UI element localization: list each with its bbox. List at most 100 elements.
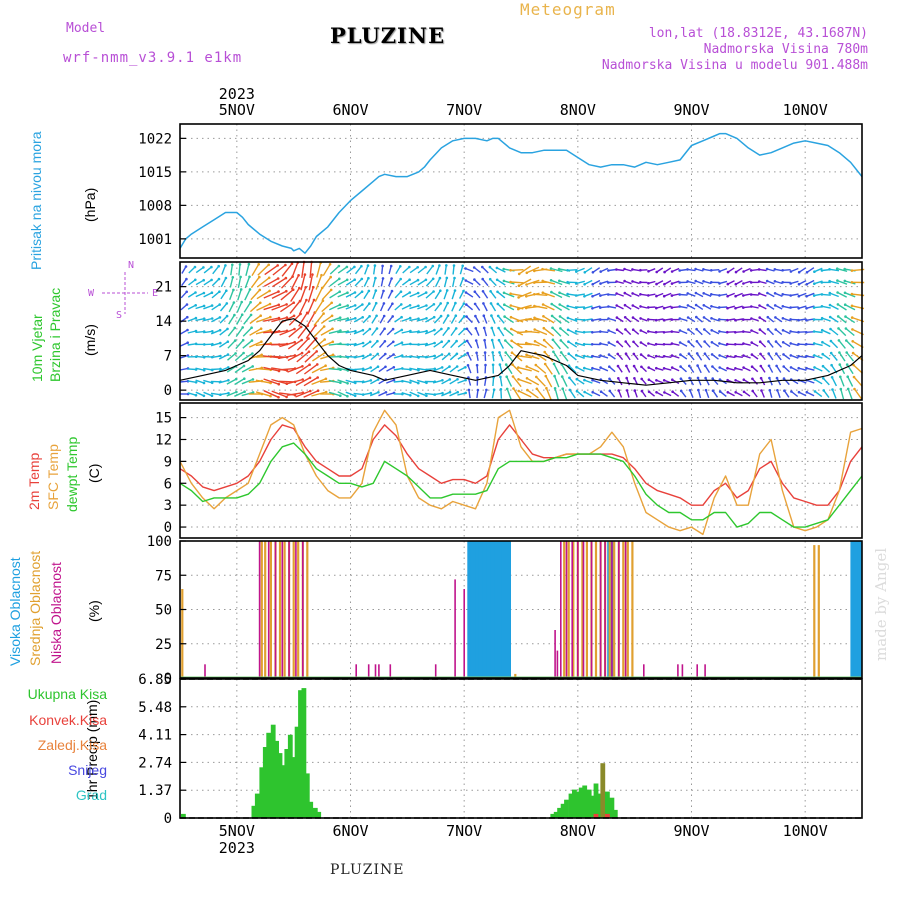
wind-arrow [187,368,197,371]
wind-arrowhead [541,267,544,271]
legend-hail: Grad [75,787,107,803]
precip-bar [593,813,599,818]
cloud-bar [554,630,556,678]
wind-arrowhead [566,316,570,320]
wind-arrow [688,353,695,361]
precip-bar [291,757,297,818]
wind-arrow [457,392,466,396]
wind-arrow [417,304,427,310]
cloud-bar [278,541,282,678]
wind-arrow [845,340,855,349]
wind-arrow [457,353,466,360]
precip-bar [284,749,290,818]
wind-arrow [337,317,348,322]
wind-arrow [712,390,719,398]
wind-arrow [562,388,568,400]
precip-bar [259,767,265,818]
wind-arrowhead [805,354,808,358]
wind-arrowhead [697,388,700,392]
cloud-bar [374,664,377,678]
wind-arrowhead [670,366,674,369]
wind-arrow [210,342,221,347]
wind-arrowhead [552,362,556,366]
wind-arrow [536,388,546,400]
wind-arrow [474,315,480,324]
wind-arrow [679,305,688,309]
wind-arrow [337,367,348,372]
wind-arrowhead [503,315,506,318]
wind-arrowhead [781,329,785,332]
wind-arrowhead [550,302,553,306]
wind-arrowhead [488,265,492,269]
wind-arrowhead [499,388,503,391]
wind-arrowhead [186,341,189,345]
wind-arrowhead [782,365,785,368]
wind-arrow [203,266,212,274]
wind-arrowhead [499,375,502,379]
wind-arrowhead [703,364,707,368]
wind-arrowhead [433,354,437,358]
wind-arrowhead [331,327,334,331]
wind-arrowhead [400,315,403,319]
date-label-bottom: 6NOV [332,822,368,840]
wind-arrowhead [438,264,441,267]
wind-arrowhead [836,279,839,282]
wind-arrow [457,379,466,384]
precip-bar [578,787,584,818]
wind-arrowhead [517,296,520,299]
wind-arrowhead [234,352,237,355]
wind-arrow [512,376,522,388]
wind-arrowhead [542,338,546,342]
wind-arrowhead [517,389,520,393]
wind-arrow [776,377,782,386]
wind-arrow [711,365,719,373]
wind-arrowhead [510,327,513,331]
wind-arrow [242,327,253,337]
wind-arrowhead [533,328,536,331]
cloud-bar [594,541,598,678]
wind-arrow [500,389,503,399]
wind-arrowhead [321,299,325,303]
wind-arrow [249,341,262,348]
wind-arrow [552,339,561,350]
wind-arrow [345,391,356,397]
wind-arrowhead [774,316,777,319]
wind-arrowhead [789,270,793,273]
wind-arrowhead [704,376,707,380]
wind-arrow [304,337,317,351]
wind-arrowhead [773,304,777,307]
wind-arrowhead [781,293,784,296]
wind-arrowhead [781,305,785,308]
wind-arrow [433,341,443,348]
wind-arrowhead [211,330,214,333]
wind-arrowhead [574,282,578,285]
wind-arrowhead [248,288,252,291]
wind-arrowhead [218,303,221,306]
precip-bar [593,783,599,818]
wind-arrowhead [850,316,854,319]
wind-arrowhead [250,326,253,330]
cloud-bar [585,541,588,678]
wind-arrowhead [654,342,658,346]
wind-arrowhead [750,341,753,344]
wind-arrowhead [718,342,721,345]
wind-arrow [379,328,386,336]
wind-arrowhead [813,366,816,369]
wind-arrow [387,315,394,324]
wind-arrowhead [850,269,854,272]
wind-arrow [442,315,449,324]
wind-arrowhead [774,328,777,331]
wind-arrow [353,329,364,335]
wind-arrow [230,264,233,276]
wind-arrow [465,304,474,311]
wind-arrow [417,391,427,397]
wind-arrow [409,330,419,334]
wind-arrowhead [491,351,495,354]
wind-arrow [711,353,719,360]
wind-arrowhead [750,317,753,320]
wind-arrowhead [354,329,357,333]
wind-arrowhead [535,387,539,391]
wind-arrow [552,351,561,363]
wind-arrow [195,266,204,274]
wind-arrowhead [466,351,469,355]
